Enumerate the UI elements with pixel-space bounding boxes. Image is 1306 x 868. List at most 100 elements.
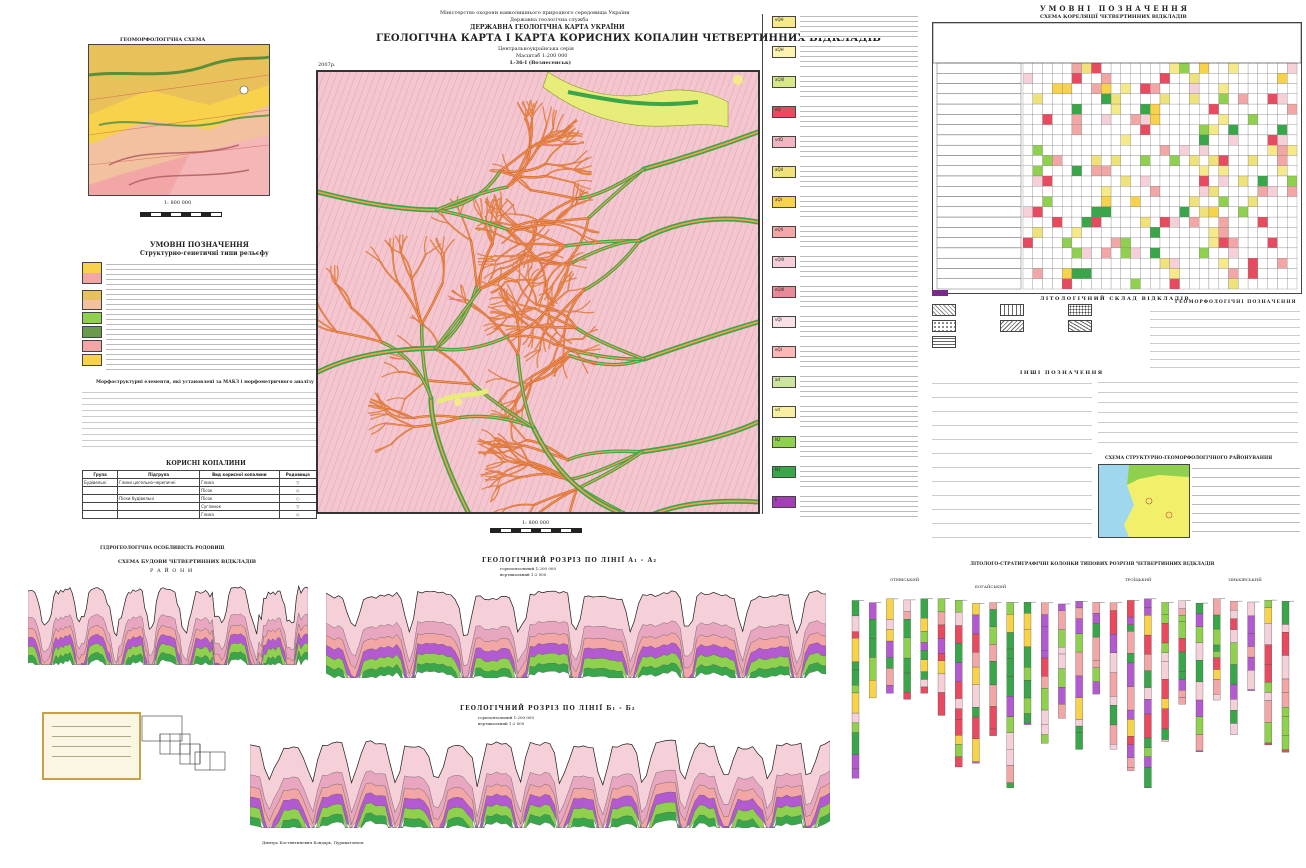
valley-core-line bbox=[642, 321, 758, 360]
litho-column-segment bbox=[955, 681, 963, 699]
correlation-cell bbox=[1110, 247, 1122, 259]
valley-core-line bbox=[483, 323, 502, 327]
table-cell: Пісок bbox=[199, 486, 280, 495]
correlation-cell bbox=[1110, 186, 1122, 197]
valley-core-line bbox=[505, 279, 535, 283]
correlation-cell bbox=[1110, 206, 1122, 218]
enterprise-line: ДЕРЖАВНА ГЕОЛОГІЧНА КАРТА УКРАЇНИ bbox=[470, 24, 625, 31]
correlation-cell bbox=[1247, 175, 1259, 187]
litho-column-segment bbox=[1178, 608, 1186, 616]
correlation-cell bbox=[1032, 165, 1043, 177]
correlation-cell bbox=[1091, 114, 1102, 125]
table-cell bbox=[81, 510, 119, 519]
litho-column-segment bbox=[1195, 626, 1204, 643]
litho-column-segment bbox=[1006, 658, 1014, 677]
correlation-cell bbox=[1130, 278, 1141, 290]
valley-core-line bbox=[488, 369, 504, 380]
correlation-cell bbox=[1169, 93, 1180, 105]
correlation-cell bbox=[1277, 145, 1288, 156]
litho-column-segment bbox=[851, 692, 860, 714]
correlation-cell bbox=[1179, 278, 1190, 290]
correlation-cell bbox=[1140, 124, 1151, 136]
correlation-cell bbox=[1238, 83, 1249, 94]
litho-column-segment bbox=[1281, 692, 1290, 708]
correlation-cell bbox=[1022, 196, 1033, 207]
correlation-cell bbox=[1267, 145, 1278, 156]
litho-column-segment bbox=[1144, 747, 1152, 757]
correlation-stage-cell bbox=[936, 247, 1022, 259]
valley-core-line bbox=[532, 426, 619, 512]
correlation-cell bbox=[1061, 73, 1073, 84]
correlation-cell bbox=[1150, 175, 1161, 187]
litho-column-segment bbox=[1092, 602, 1100, 614]
correlation-cell bbox=[1091, 165, 1102, 177]
valley-core-line bbox=[535, 130, 558, 151]
legend-text-lines bbox=[800, 404, 918, 428]
litho-column-segment bbox=[1247, 601, 1255, 617]
schema-quaternary-subtitle: Р А Й О Н И bbox=[150, 568, 194, 574]
correlation-cell bbox=[1169, 165, 1180, 177]
litho-column-segment bbox=[1006, 602, 1014, 615]
section-a-svg bbox=[325, 590, 827, 708]
litho-column-segment bbox=[1109, 743, 1118, 750]
correlation-cell bbox=[1287, 145, 1298, 156]
correlation-cell bbox=[1277, 216, 1288, 228]
correlation-cell bbox=[1022, 206, 1033, 218]
litho-column-segment bbox=[1230, 664, 1238, 685]
map-scale-label: 1: 800 000 bbox=[522, 520, 550, 526]
litho-column-segment bbox=[1041, 676, 1049, 689]
litho-column-segment bbox=[1195, 602, 1204, 614]
litho-column-segment bbox=[955, 600, 963, 613]
valley-core-line bbox=[478, 258, 497, 262]
litho-column-segment bbox=[1213, 679, 1221, 695]
correlation-cell bbox=[1042, 216, 1053, 228]
correlation-cell bbox=[1061, 103, 1073, 115]
correlation-cell bbox=[1032, 103, 1043, 115]
correlation-cell bbox=[1238, 134, 1249, 146]
correlation-cell bbox=[1130, 155, 1141, 166]
litho-column-segment bbox=[1006, 749, 1014, 766]
correlation-cell bbox=[1267, 206, 1278, 218]
section-a-title: ГЕОЛОГІЧНИЙ РОЗРІЗ ПО ЛІНІЇ А₁ - А₂ bbox=[482, 557, 657, 564]
litho-column-segment bbox=[972, 707, 980, 718]
correlation-cell bbox=[1247, 93, 1259, 105]
valley-core-line bbox=[542, 106, 547, 125]
correlation-cell bbox=[1140, 83, 1151, 94]
correlation-cell bbox=[1198, 268, 1210, 279]
valley-core-line bbox=[502, 508, 506, 512]
valley-core-line bbox=[573, 183, 579, 202]
correlation-cell bbox=[1277, 103, 1288, 115]
correlation-cell bbox=[1022, 237, 1033, 249]
litho-column-segment bbox=[1127, 757, 1135, 768]
correlation-cell bbox=[1208, 73, 1219, 84]
litho-column-segment bbox=[1006, 765, 1014, 783]
litho-column-segment bbox=[1195, 750, 1204, 752]
litho-column-segment bbox=[1281, 707, 1290, 717]
right-legend-title: УМОВНІ ПОЗНАЧЕННЯ bbox=[1040, 4, 1190, 13]
correlation-cell bbox=[1267, 268, 1278, 279]
valley-core-line bbox=[461, 284, 466, 303]
correlation-cell bbox=[1052, 175, 1063, 187]
correlation-cell bbox=[1208, 278, 1219, 290]
litho-column-segment bbox=[1127, 662, 1135, 687]
correlation-cell bbox=[1052, 206, 1063, 218]
litho-column-segment bbox=[1144, 699, 1152, 715]
correlation-cell bbox=[1208, 165, 1219, 177]
litho-column-segment bbox=[937, 653, 946, 661]
correlation-purple-bar bbox=[932, 290, 948, 296]
litho-column-segment bbox=[1178, 671, 1186, 680]
correlation-stage-cell bbox=[936, 216, 1022, 228]
table-cell bbox=[81, 494, 119, 503]
legend-row: vQIII bbox=[772, 254, 922, 280]
valley-core-line bbox=[447, 222, 472, 241]
litho-column-segment bbox=[972, 716, 980, 739]
litho-column-segment bbox=[1127, 600, 1135, 618]
valley-core-line bbox=[486, 324, 502, 336]
structural-legend-lines bbox=[1192, 464, 1300, 534]
service-line: Державна геологічна служба bbox=[510, 17, 589, 23]
litho-column-segment bbox=[1127, 624, 1135, 632]
correlation-cell bbox=[1238, 124, 1249, 136]
correlation-stage-cell bbox=[936, 93, 1022, 105]
correlation-cell bbox=[1189, 247, 1200, 259]
correlation-cell bbox=[1110, 258, 1122, 269]
